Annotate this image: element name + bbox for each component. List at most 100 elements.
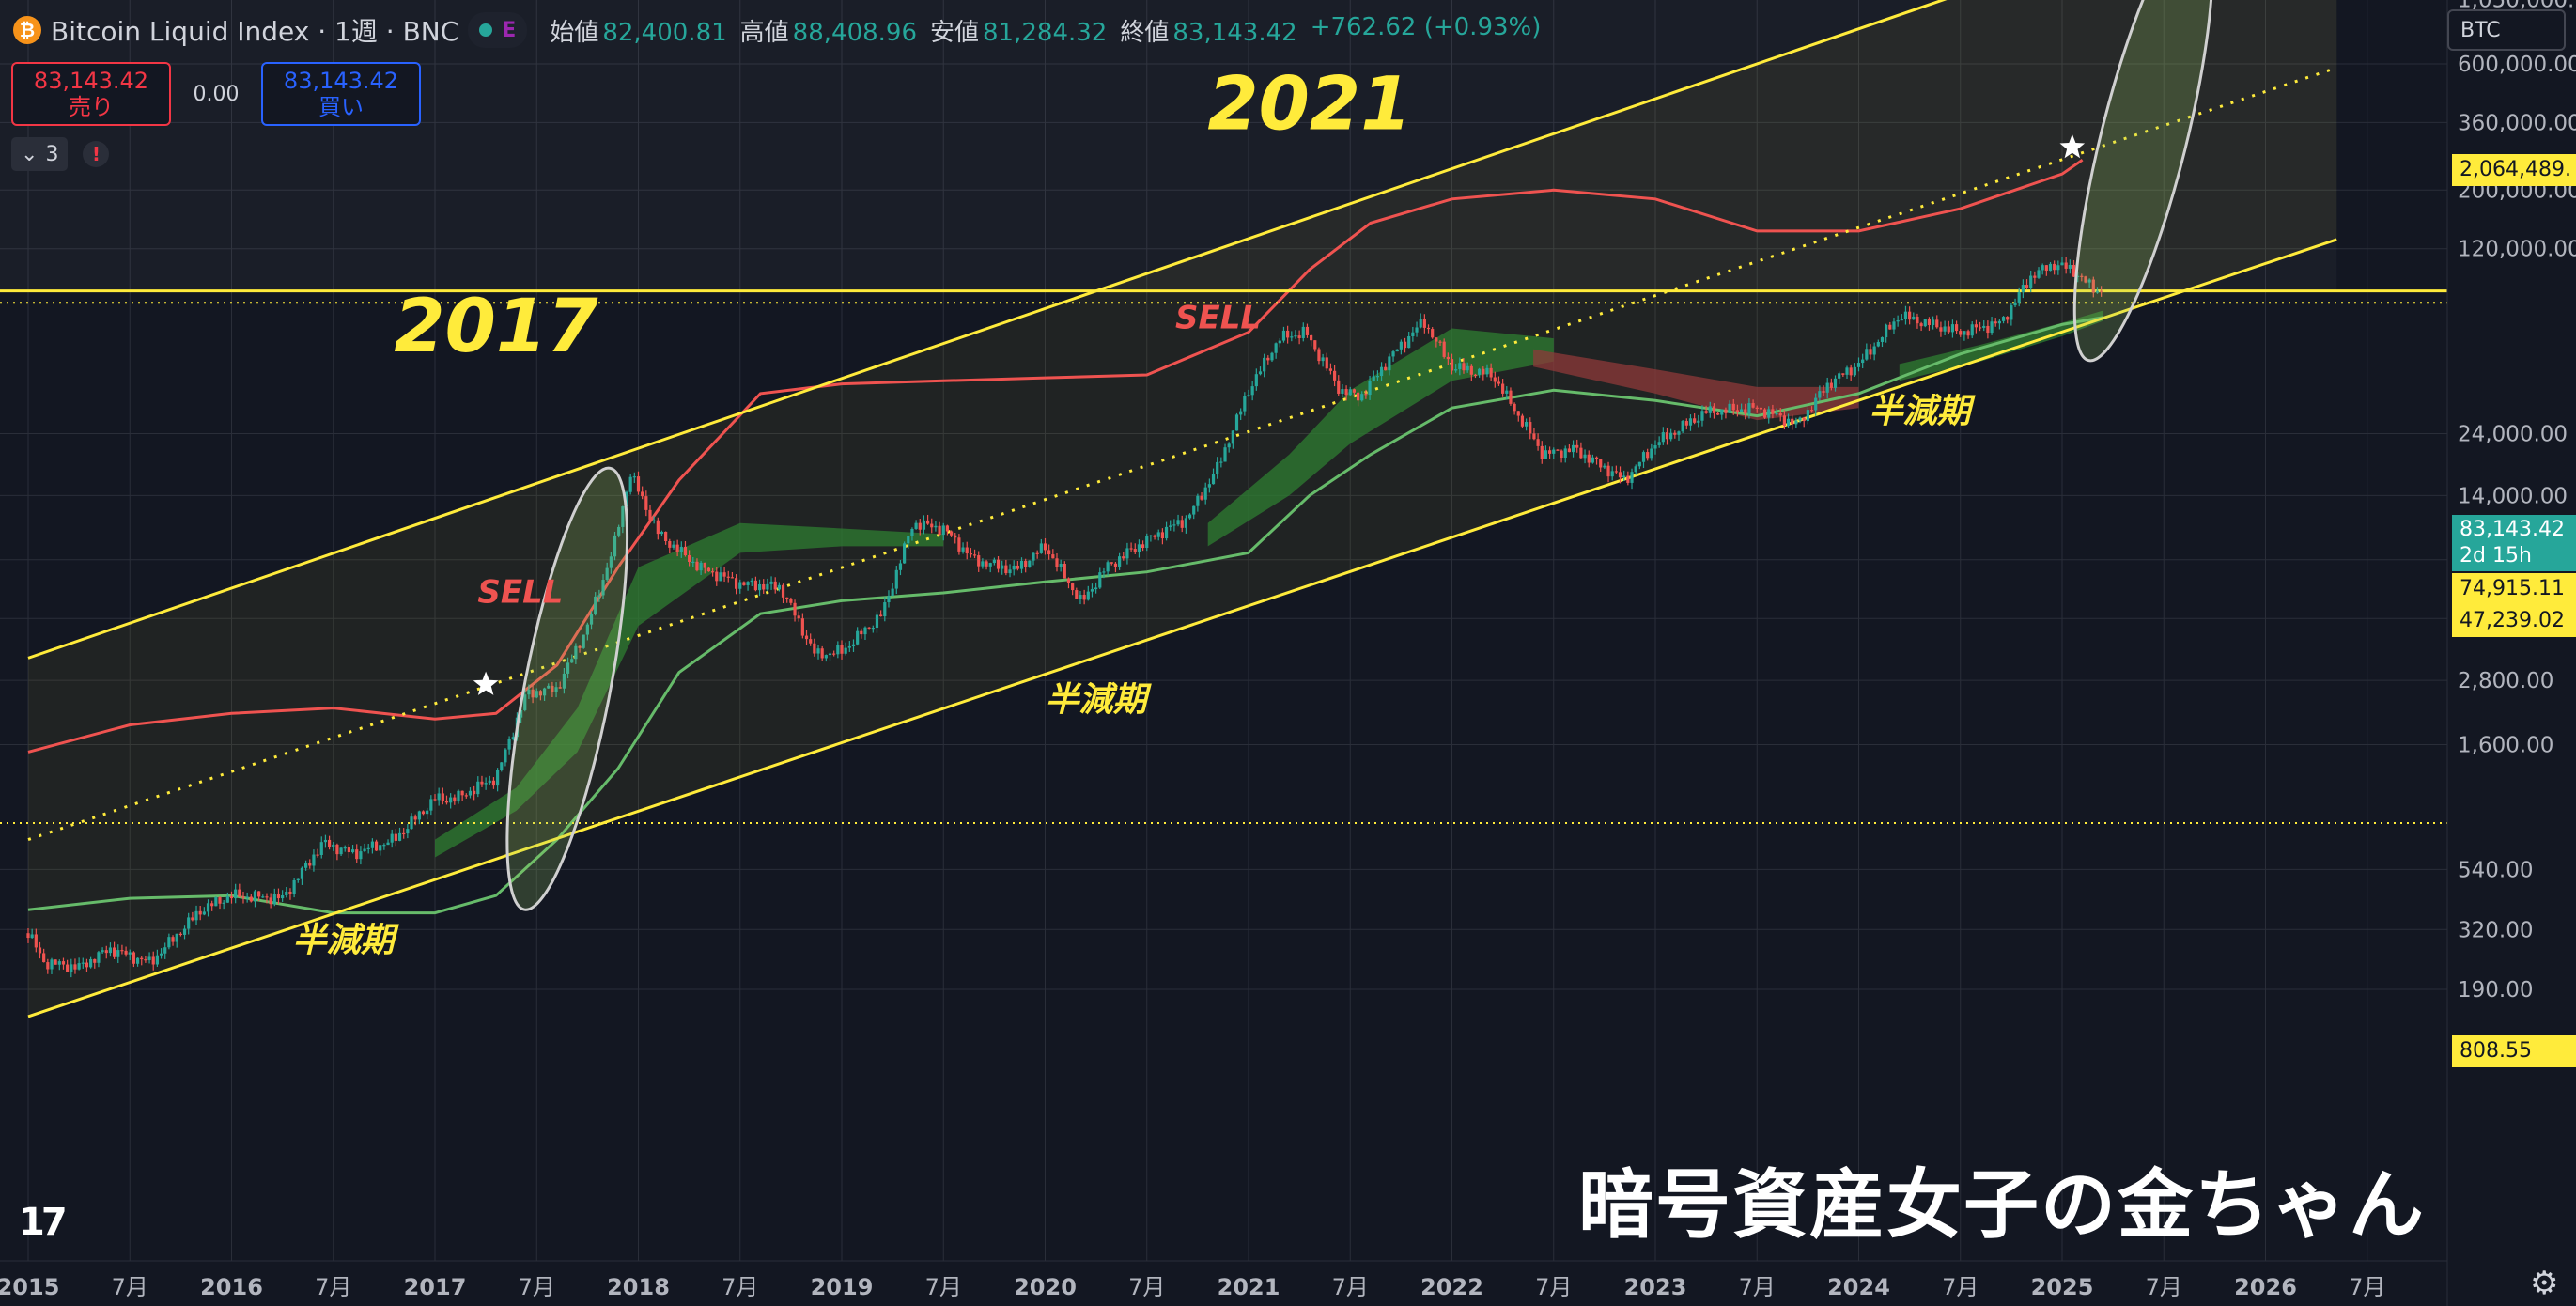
candle-body: [1415, 327, 1419, 333]
candle-body: [457, 790, 460, 802]
candle-body: [1516, 411, 1520, 416]
market-status-pill[interactable]: E: [468, 12, 528, 48]
candle-body: [42, 953, 46, 963]
candle-body: [2087, 279, 2091, 283]
candle-body: [429, 799, 433, 811]
candle-body: [672, 544, 675, 548]
candle-body: [832, 653, 836, 655]
candle-body: [272, 894, 276, 905]
candle-body: [1254, 374, 1258, 387]
candle-body: [2037, 270, 2041, 278]
candle-body: [1321, 357, 1325, 362]
candle-body: [1426, 327, 1431, 330]
warning-icon[interactable]: !: [83, 141, 110, 167]
candle-body: [551, 685, 554, 692]
candle-body: [981, 561, 985, 567]
candle-body: [1497, 381, 1501, 384]
candle-body: [1372, 376, 1375, 381]
candle-body: [957, 537, 961, 552]
candle-body: [954, 535, 957, 538]
symbol-input[interactable]: BTC: [2447, 9, 2566, 51]
candle-body: [1039, 543, 1043, 553]
spread-value: 0.00: [193, 82, 240, 106]
candle-body: [112, 947, 116, 957]
candle-body: [1407, 336, 1411, 349]
top-line-price-tag: 2,064,489.: [2452, 154, 2576, 186]
candle-body: [1782, 415, 1786, 427]
candle-body: [2029, 275, 2033, 288]
candle-body: [1364, 394, 1368, 396]
mid-line-price-tag: 74,915.11: [2452, 573, 2576, 605]
tradingview-logo-icon[interactable]: 17: [19, 1201, 68, 1244]
candle-body: [1755, 407, 1759, 409]
candle-body: [664, 531, 668, 541]
candle-body: [2060, 262, 2064, 266]
candle-body: [883, 602, 887, 617]
candle-body: [910, 528, 914, 536]
candle-body: [753, 580, 758, 591]
candle-body: [695, 561, 699, 571]
candle-body: [1880, 337, 1885, 342]
sell-button[interactable]: 83,143.42 売り: [11, 62, 171, 126]
candle-body: [66, 964, 70, 972]
candle-body: [1266, 357, 1270, 361]
candle-body: [1529, 422, 1532, 434]
candle-body: [1129, 548, 1133, 550]
candle-body: [366, 847, 370, 849]
candle-body: [38, 947, 42, 954]
gear-icon[interactable]: ⚙: [2530, 1265, 2559, 1302]
x-tick-label: 7月: [2349, 1274, 2385, 1300]
buy-button[interactable]: 83,143.42 買い: [261, 62, 421, 126]
candle-body: [777, 584, 781, 590]
ohlc-close-label: 終値: [1120, 18, 1170, 47]
candle-body: [504, 749, 507, 763]
candle-body: [1885, 324, 1888, 338]
candle-body: [566, 662, 570, 674]
candle-body: [1395, 349, 1399, 352]
candle-body: [1196, 495, 1200, 506]
candle-body: [1872, 346, 1876, 355]
candle-body: [871, 628, 875, 630]
indicators-toggle-button[interactable]: ⌄ 3: [11, 137, 69, 171]
candle-body: [304, 863, 308, 868]
candle-body: [1540, 445, 1544, 459]
candle-body: [1908, 311, 1912, 320]
x-tick-label: 2024: [1827, 1274, 1890, 1300]
candle-body: [675, 544, 679, 552]
candle-body: [722, 572, 726, 577]
candle-body: [1614, 471, 1618, 473]
annotation-year-1: 2017: [394, 285, 598, 369]
candle-body: [757, 583, 762, 591]
candle-body: [1184, 518, 1187, 528]
candle-body: [1861, 359, 1865, 364]
candle-body: [2025, 285, 2029, 288]
symbol-header: ₿ Bitcoin Liquid Index · 1週 · BNC E 始値 82…: [13, 11, 1541, 49]
candle-body: [1900, 319, 1903, 321]
candle-body: [426, 810, 429, 815]
chart-title[interactable]: Bitcoin Liquid Index · 1週 · BNC: [51, 16, 459, 47]
candle-body: [1712, 406, 1716, 413]
candle-body: [229, 896, 234, 899]
candle-body: [1536, 439, 1540, 446]
candle-body: [547, 685, 551, 689]
price-candles: [26, 257, 2103, 978]
channel-upper-line: [27, 0, 1948, 660]
candle-body: [480, 781, 484, 785]
candle-body: [1431, 329, 1435, 338]
candle-body: [941, 525, 945, 536]
candle-body: [535, 691, 538, 698]
candle-body: [706, 567, 711, 572]
time-axis-panel: [0, 1261, 2447, 1306]
candle-body: [1982, 325, 1986, 328]
candle-body: [523, 694, 527, 710]
candle-body: [1051, 554, 1055, 559]
candle-body: [1509, 390, 1513, 404]
candle-body: [851, 644, 856, 646]
candle-body: [1888, 324, 1892, 330]
candle-body: [417, 811, 421, 820]
candle-body: [1618, 472, 1622, 478]
candle-body: [1016, 565, 1019, 569]
candle-body: [730, 577, 735, 579]
candle-body: [225, 896, 229, 903]
